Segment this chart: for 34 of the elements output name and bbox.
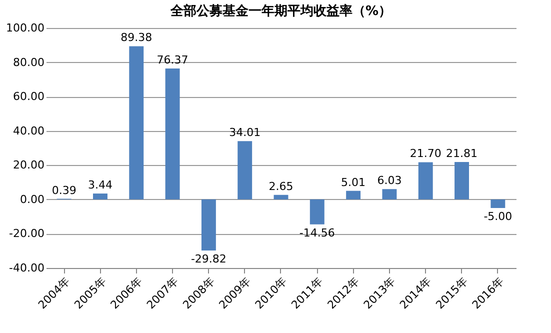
data-label: -29.82 — [190, 252, 226, 266]
bar — [310, 199, 324, 224]
y-tick-label: 40.00 — [13, 124, 44, 138]
data-label: -14.56 — [299, 226, 335, 240]
bar — [165, 68, 180, 200]
bar — [201, 199, 216, 251]
y-tick-label: 80.00 — [13, 56, 44, 69]
data-label: 21.81 — [446, 147, 478, 160]
data-label: 0.39 — [52, 184, 76, 197]
y-tick-label: 60.00 — [13, 90, 44, 104]
bar — [274, 194, 288, 200]
bar — [238, 141, 252, 200]
data-label: 76.37 — [156, 54, 188, 67]
y-tick-label: 0.00 — [20, 192, 44, 206]
data-label: 2.65 — [268, 180, 294, 193]
data-label: 6.03 — [377, 174, 402, 188]
bar — [454, 162, 469, 200]
data-label: -5.00 — [484, 210, 512, 223]
bar — [346, 190, 361, 200]
data-label: 5.01 — [341, 176, 366, 189]
bar — [93, 194, 108, 200]
data-label: 89.38 — [120, 31, 152, 44]
y-tick-label: -20.00 — [9, 227, 44, 240]
y-tick-label: -40.00 — [9, 262, 44, 274]
data-label: 34.01 — [229, 126, 261, 140]
bar — [418, 162, 433, 200]
y-tick-label: 100.00 — [6, 22, 44, 34]
bar — [129, 46, 144, 200]
bar — [382, 189, 397, 200]
data-label: 3.44 — [88, 178, 112, 192]
chart-title: 全部公募基金一年期平均收益率（%） — [169, 3, 392, 19]
bar — [490, 199, 506, 208]
y-tick-label: 20.00 — [13, 158, 44, 172]
data-label: 21.70 — [410, 147, 442, 160]
